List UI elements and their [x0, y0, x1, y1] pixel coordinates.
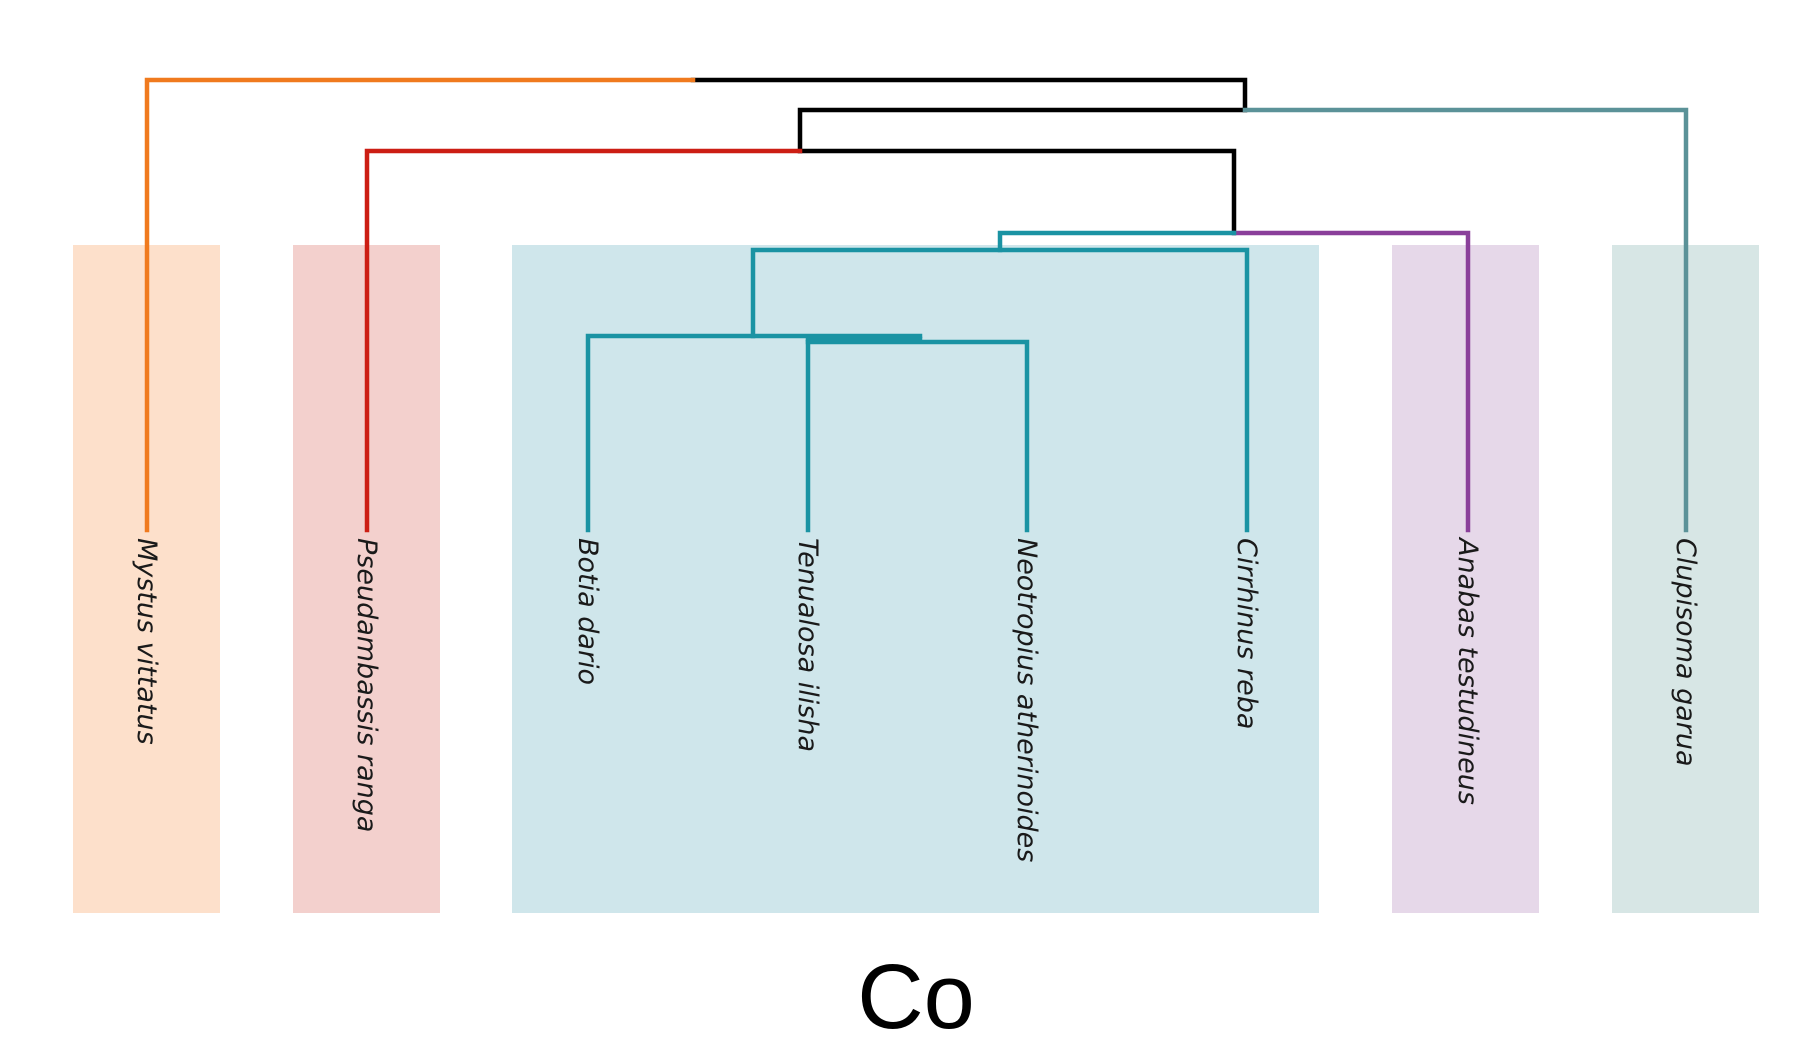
branch-root-top — [690, 77, 1248, 113]
taxon-labels: Mystus vittatus Pseudambassis ranga Boti… — [131, 536, 1701, 862]
group-panel-anabas — [1392, 245, 1539, 913]
branch-anabas-testudineus — [1231, 230, 1471, 533]
taxon-label-botia-dario: Botia dario — [572, 538, 603, 685]
branch-mystus-vittatus — [144, 77, 696, 533]
branch-backbone-second — [797, 107, 1248, 154]
branch-clupisoma-garua — [1242, 107, 1689, 533]
branch-cyprinid-node — [750, 247, 1250, 533]
taxon-label-mystus-vittatus: Mystus vittatus — [131, 538, 162, 745]
taxon-label-neotropius-atherinoides: Neotropius atherinoides — [1011, 538, 1042, 862]
taxon-label-anabas-testudineus: Anabas testudineus — [1452, 536, 1483, 805]
taxon-label-tenualosa-ilisha: Tenualosa ilisha — [792, 538, 823, 752]
group-panels — [73, 245, 1759, 913]
panel-title: Co — [857, 946, 975, 1048]
taxon-label-clupisoma-garua: Clupisoma garua — [1670, 538, 1701, 767]
taxon-label-pseudambassis-ranga: Pseudambassis ranga — [351, 538, 382, 832]
tree-branches — [144, 77, 1689, 533]
branch-backbone-third — [797, 148, 1237, 236]
branch-cyprinid-stem — [997, 230, 1237, 253]
branch-pseudambassis-ranga — [364, 148, 803, 533]
group-panel-cyprinid-clade — [512, 245, 1319, 913]
branch-neotropius-atherinoides — [805, 339, 1030, 533]
branch-botia-dario — [585, 333, 923, 533]
taxon-label-cirrhinus-reba: Cirrhinus reba — [1231, 538, 1262, 729]
